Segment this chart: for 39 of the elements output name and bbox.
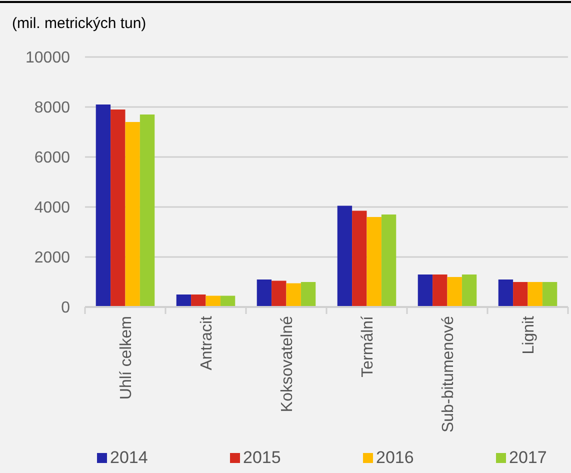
bar: [140, 114, 155, 307]
legend-label: 2015: [243, 448, 281, 467]
bar: [447, 277, 462, 307]
bar: [513, 282, 528, 307]
bar: [418, 274, 433, 307]
y-tick-label: 4000: [34, 200, 70, 217]
bar: [191, 294, 206, 307]
bar: [176, 294, 192, 307]
x-tick-label: Uhlí celkem: [118, 316, 135, 400]
y-tick-label: 6000: [34, 150, 70, 167]
bar: [300, 282, 316, 307]
y-tick-label: 10000: [26, 50, 70, 67]
bar: [366, 217, 382, 307]
bar: [498, 280, 514, 307]
bar: [286, 283, 301, 307]
legend-label: 2017: [509, 448, 547, 467]
bar: [542, 282, 558, 307]
bar: [462, 274, 477, 307]
bar: [256, 280, 272, 307]
bar: [96, 104, 111, 307]
x-tick-label: Sub-bitumenové: [440, 316, 457, 433]
bar: [432, 274, 448, 307]
x-tick-label: Lignit: [520, 315, 538, 354]
x-tick-label: Termální: [359, 315, 376, 378]
y-tick-label: 8000: [34, 100, 70, 117]
bar: [352, 210, 367, 307]
bar: [110, 110, 126, 307]
x-tick-label: Koksovatelné: [278, 316, 296, 412]
x-tick-label: Antracit: [198, 315, 216, 370]
y-axis-title: (mil. metrických tun): [12, 15, 146, 32]
bar: [381, 214, 396, 307]
bar: [125, 122, 140, 307]
y-tick-label: 2000: [34, 250, 70, 267]
y-tick-label: 0: [61, 300, 70, 317]
bar: [272, 280, 286, 307]
legend-label: 2016: [376, 448, 414, 467]
bar: [337, 206, 352, 307]
legend-label: 2014: [110, 448, 148, 467]
bar: [528, 282, 542, 307]
